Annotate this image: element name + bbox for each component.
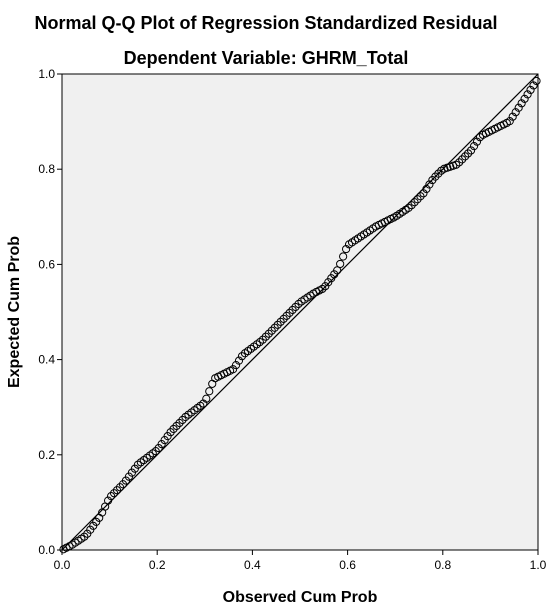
data-point bbox=[237, 352, 247, 361]
y-axis-label: Expected Cum Prob bbox=[6, 236, 23, 388]
data-point bbox=[291, 302, 300, 312]
data-point bbox=[472, 137, 482, 146]
data-point bbox=[282, 311, 291, 320]
data-point bbox=[511, 108, 520, 117]
data-point bbox=[264, 329, 273, 338]
data-point bbox=[231, 361, 241, 370]
data-point bbox=[270, 323, 279, 332]
data-point bbox=[276, 317, 285, 326]
data-point bbox=[336, 259, 345, 269]
y-tick-label: 0.8 bbox=[38, 162, 55, 176]
data-point bbox=[505, 117, 514, 126]
data-point bbox=[115, 483, 125, 492]
data-point bbox=[172, 421, 181, 431]
x-axis-label: Observed Cum Prob bbox=[223, 589, 378, 606]
data-point bbox=[407, 201, 416, 210]
data-point bbox=[318, 284, 327, 294]
data-point bbox=[413, 195, 422, 204]
data-point bbox=[228, 365, 238, 374]
x-tick-label: 0.6 bbox=[339, 558, 356, 572]
y-tick-label: 0.4 bbox=[38, 353, 55, 367]
y-tick-label: 1.0 bbox=[38, 67, 55, 81]
x-tick-label: 1.0 bbox=[530, 558, 547, 572]
data-point bbox=[466, 146, 476, 155]
y-tick-label: 0.6 bbox=[38, 257, 55, 271]
data-points bbox=[59, 76, 541, 554]
data-point bbox=[169, 424, 178, 434]
chart-title: Normal Q-Q Plot of Regression Standardiz… bbox=[34, 13, 497, 33]
x-tick-label: 0.8 bbox=[434, 558, 451, 572]
data-point bbox=[205, 387, 214, 396]
data-point bbox=[109, 489, 119, 498]
data-point bbox=[285, 308, 294, 317]
data-point bbox=[455, 158, 464, 167]
data-point bbox=[112, 486, 122, 495]
data-point bbox=[517, 99, 526, 108]
data-point bbox=[425, 180, 434, 189]
x-tick-label: 0.0 bbox=[54, 558, 71, 572]
data-point bbox=[526, 85, 535, 95]
data-point bbox=[514, 103, 523, 112]
data-point bbox=[339, 252, 348, 261]
data-point bbox=[463, 149, 473, 158]
data-point bbox=[520, 94, 529, 103]
data-point bbox=[175, 418, 184, 428]
data-point bbox=[469, 142, 479, 151]
data-point bbox=[258, 335, 267, 344]
x-tick-label: 0.2 bbox=[149, 558, 166, 572]
data-point bbox=[202, 394, 211, 403]
data-point bbox=[273, 320, 282, 329]
data-point bbox=[267, 326, 276, 335]
data-point bbox=[529, 81, 538, 90]
axis-ticks: 0.0 0.2 0.4 0.6 0.8 1.0 0.0 0.2 0.4 0.6 0.8 1.0 bbox=[38, 67, 546, 572]
reference-line bbox=[61, 73, 539, 551]
data-point bbox=[461, 152, 470, 161]
data-point bbox=[416, 192, 425, 201]
data-point bbox=[458, 155, 467, 164]
chart-subtitle: Dependent Variable: GHRM_Total bbox=[124, 48, 409, 68]
data-point bbox=[523, 90, 532, 99]
data-point bbox=[178, 415, 187, 425]
y-tick-label: 0.0 bbox=[38, 543, 55, 557]
data-point bbox=[106, 492, 116, 501]
y-tick-label: 0.2 bbox=[38, 448, 55, 462]
data-point bbox=[80, 532, 89, 541]
x-tick-label: 0.4 bbox=[244, 558, 261, 572]
data-point bbox=[508, 112, 517, 121]
data-point bbox=[279, 314, 288, 323]
data-point bbox=[288, 305, 297, 315]
data-point bbox=[419, 189, 428, 198]
data-point bbox=[410, 198, 419, 207]
data-point bbox=[234, 356, 244, 365]
data-point bbox=[434, 169, 443, 178]
data-point bbox=[404, 203, 413, 212]
data-point bbox=[431, 172, 440, 181]
data-point bbox=[261, 332, 270, 341]
data-point bbox=[532, 76, 541, 86]
